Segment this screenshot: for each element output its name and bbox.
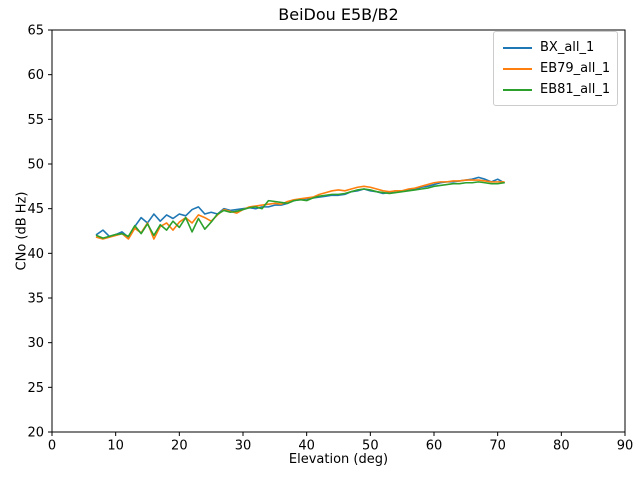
legend-line-swatch [503,88,532,91]
svg-text:30: 30 [235,439,252,454]
svg-text:20: 20 [171,439,188,454]
svg-text:50: 50 [27,158,44,173]
svg-text:70: 70 [489,439,506,454]
legend-line-swatch [503,46,532,49]
svg-text:50: 50 [362,439,379,454]
legend-item: EB79_all_1 [503,58,611,79]
svg-text:55: 55 [27,113,44,128]
legend-label: BX_all_1 [540,40,595,55]
legend-label: EB81_all_1 [540,82,611,97]
svg-text:0: 0 [48,439,56,454]
legend-label: EB79_all_1 [540,61,611,76]
svg-text:80: 80 [553,439,570,454]
svg-text:90: 90 [617,439,634,454]
legend: BX_all_1 EB79_all_1 EB81_all_1 [493,31,618,106]
legend-line-swatch [503,67,532,70]
legend-item: EB81_all_1 [503,79,611,100]
svg-text:65: 65 [27,24,44,39]
svg-text:40: 40 [27,247,44,262]
svg-text:35: 35 [27,292,44,307]
svg-text:60: 60 [27,68,44,83]
svg-text:10: 10 [107,439,124,454]
svg-text:30: 30 [27,336,44,351]
svg-text:25: 25 [27,381,44,396]
chart-title: BeiDou E5B/B2 [278,5,399,24]
svg-text:45: 45 [27,202,44,217]
svg-text:40: 40 [298,439,315,454]
x-axis-label: Elevation (deg) [288,452,389,467]
svg-text:20: 20 [27,426,44,441]
legend-item: BX_all_1 [503,37,608,58]
svg-text:60: 60 [426,439,443,454]
y-axis-label: CNo (dB Hz) [14,191,30,271]
